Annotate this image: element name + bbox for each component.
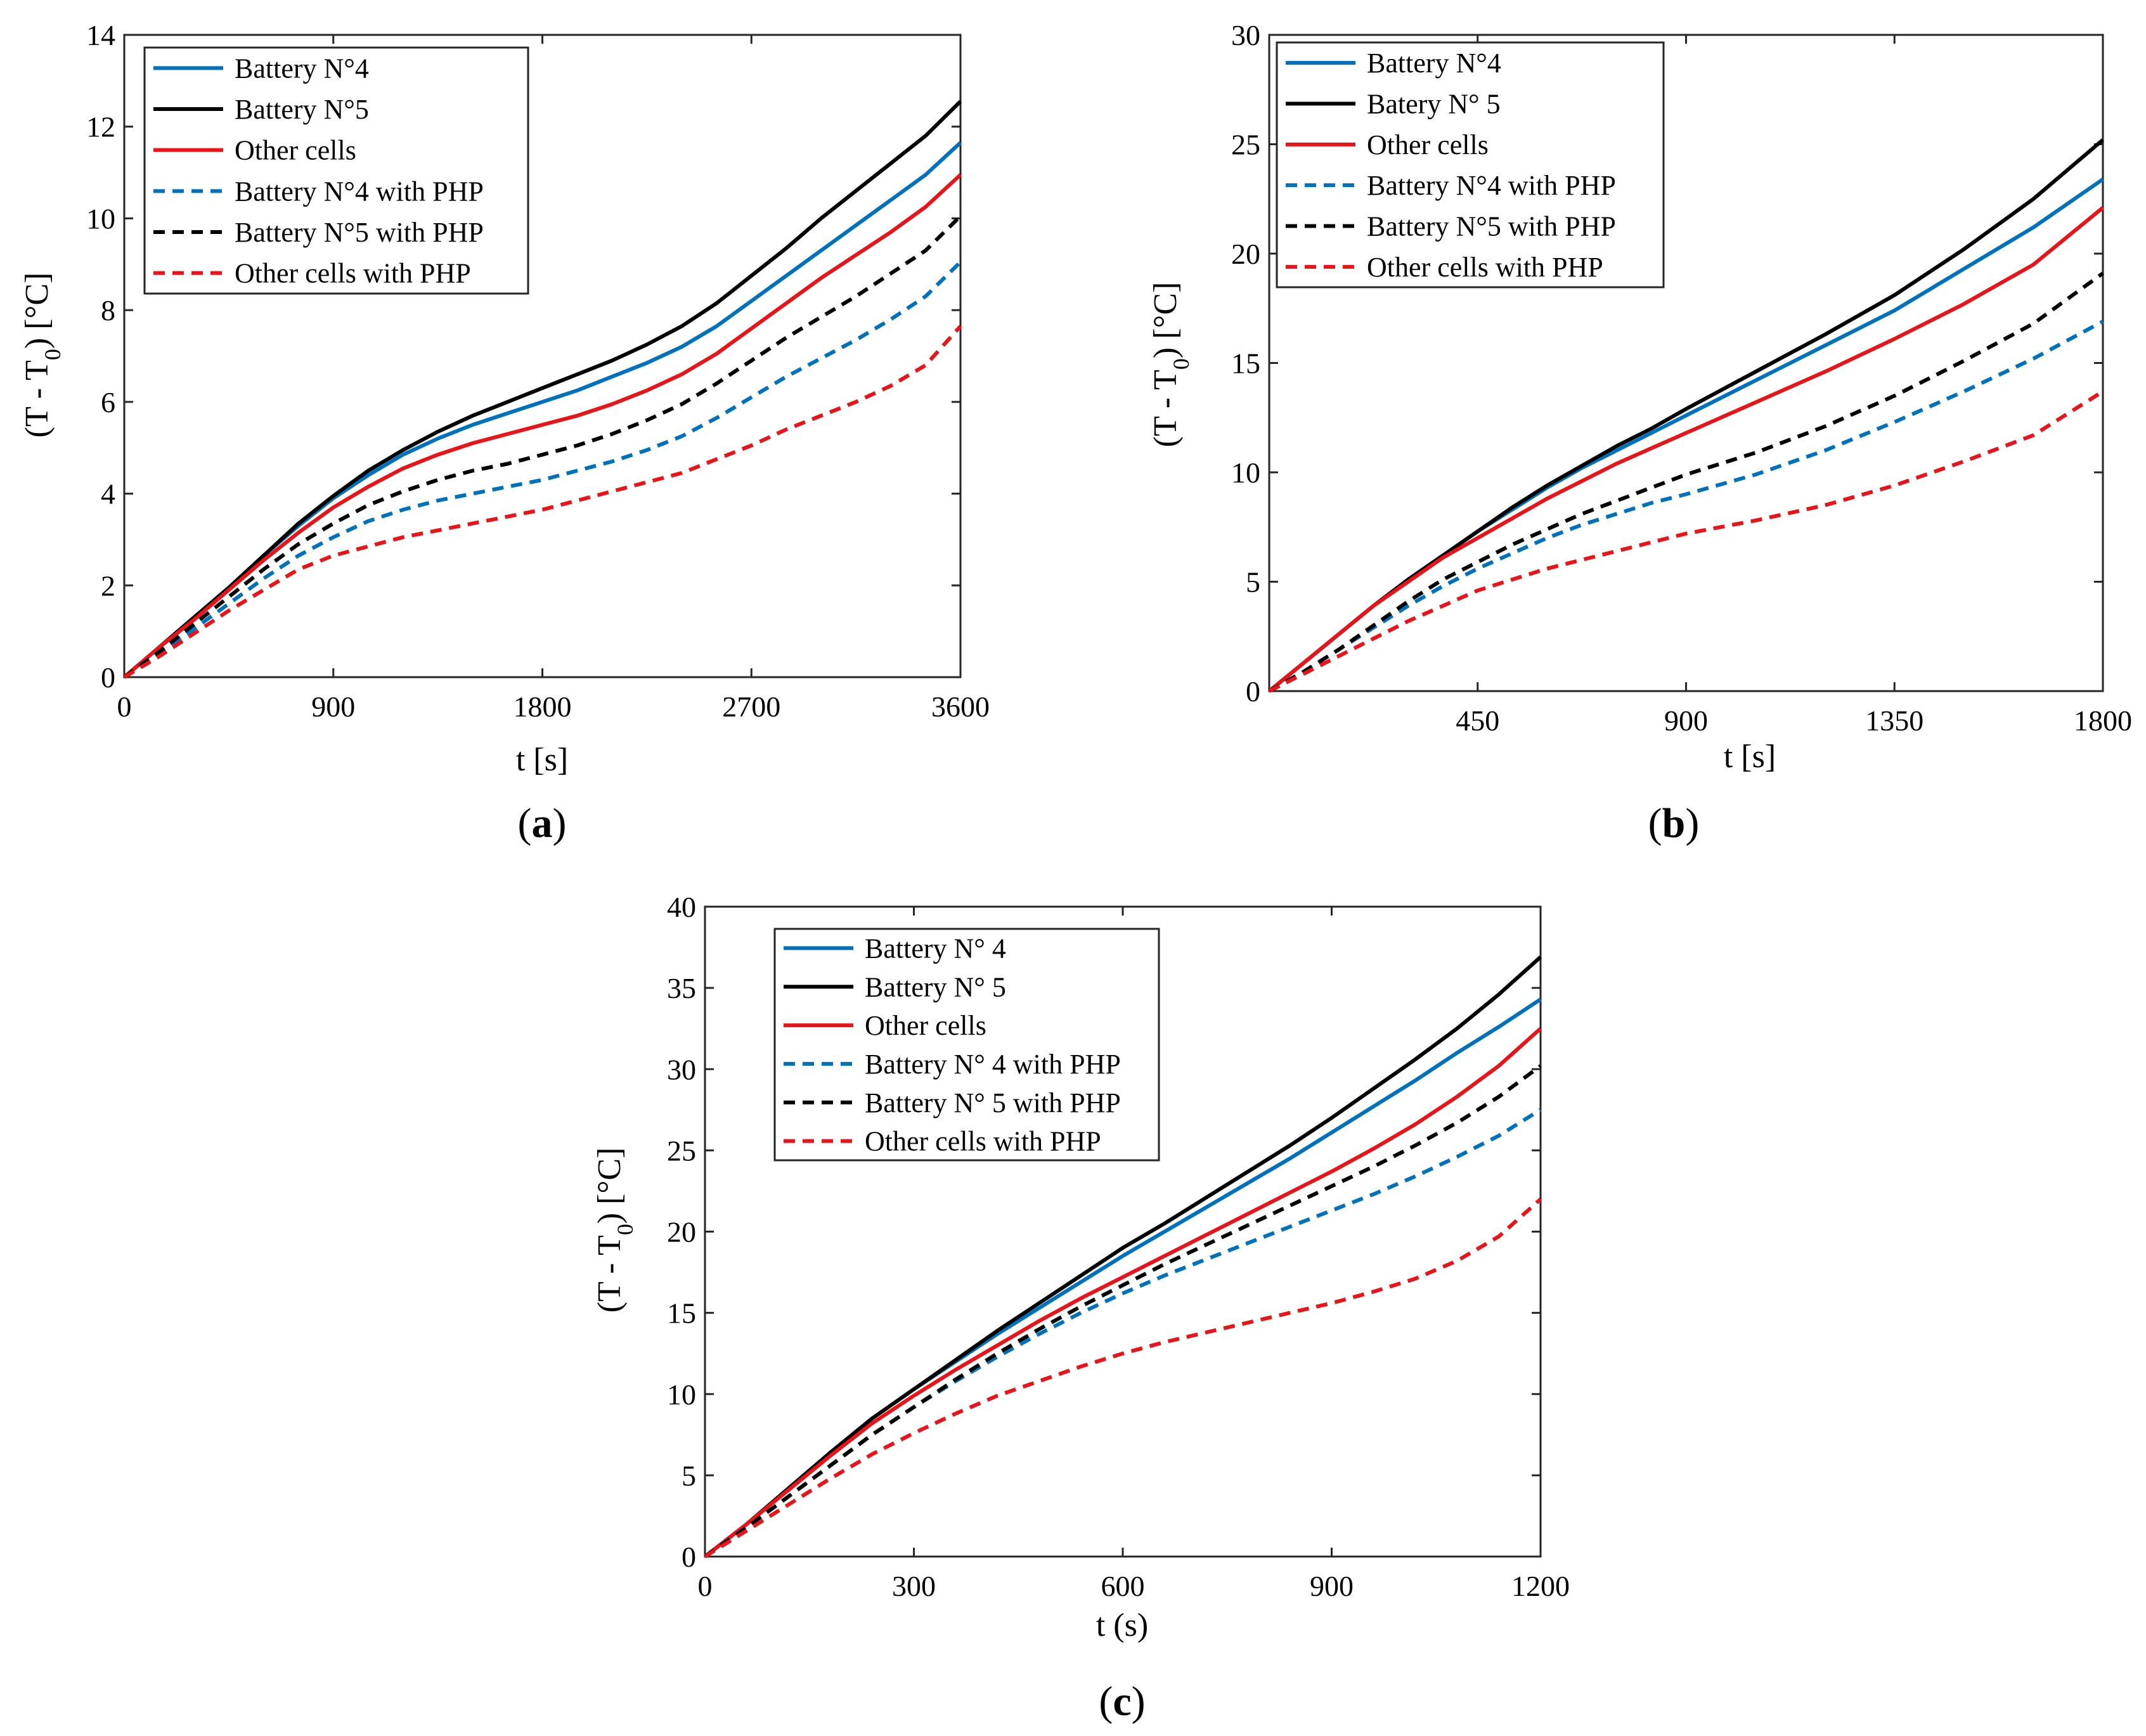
series-line-battery-n-5-with-php — [123, 214, 962, 679]
y-tick-label: 6 — [101, 386, 115, 418]
y-tick-label: 25 — [667, 1134, 696, 1167]
x-tick-label: 3600 — [931, 690, 990, 723]
legend-label: Battery N°4 — [235, 53, 369, 84]
x-tick-label: 450 — [1456, 704, 1499, 737]
x-axis-label: t (s) — [1096, 1607, 1148, 1643]
x-tick-label: 0 — [117, 690, 132, 723]
series-line-other-cells-with-php — [123, 325, 962, 679]
y-tick-label: 20 — [667, 1216, 696, 1248]
series-line-other-cells — [123, 173, 962, 679]
x-tick-label: 0 — [698, 1570, 713, 1602]
y-tick-label: 15 — [667, 1297, 696, 1330]
legend-label: Battery N° 5 — [865, 971, 1006, 1002]
series-line-battery-n-5-with-php — [704, 1064, 1542, 1558]
x-tick-label: 1350 — [1865, 704, 1923, 737]
series-line-other-cells-with-php — [704, 1198, 1542, 1558]
legend-label: Other cells with PHP — [1367, 252, 1603, 283]
y-axis-label: (T - T0) [°C] — [19, 273, 65, 438]
legend-box — [1276, 41, 1665, 288]
y-tick-label: 12 — [86, 111, 115, 143]
x-tick-label: 300 — [892, 1570, 936, 1602]
y-tick-label: 20 — [1231, 238, 1260, 270]
y-tick-label: 35 — [667, 972, 696, 1004]
legend-label: Other cells with PHP — [865, 1126, 1101, 1157]
y-tick-label: 40 — [667, 891, 696, 923]
x-tick-label: 1200 — [1511, 1570, 1570, 1602]
legend-label: Battery N°5 with PHP — [235, 217, 484, 248]
y-tick-label: 15 — [1231, 347, 1260, 380]
series-line-battery-n-5 — [704, 955, 1542, 1558]
y-tick-label: 4 — [101, 478, 115, 510]
series-line-battery-n-5 — [123, 100, 962, 679]
y-tick-label: 10 — [86, 202, 115, 235]
legend-label: Batery N° 5 — [1367, 89, 1501, 120]
y-tick-label: 8 — [101, 294, 115, 327]
legend: Battery N°4 Batery N° 5 Other cells Battery… — [1276, 41, 1665, 288]
legend-label: Battery N° 4 — [865, 933, 1006, 964]
legend: Battery N°4 Battery N°5 Other cells Battery… — [143, 46, 529, 295]
legend-label: Battery N°4 with PHP — [1367, 170, 1616, 201]
panel-caption: (c) — [1099, 1678, 1145, 1725]
series-line-other-cells-with-php — [1268, 389, 2104, 693]
y-tick-label: 30 — [1231, 19, 1260, 51]
y-tick-label: 25 — [1231, 129, 1260, 161]
legend-label: Other cells — [865, 1010, 986, 1041]
y-tick-label: 5 — [1246, 566, 1260, 599]
y-tick-label: 2 — [101, 569, 115, 602]
legend-label: Battery N° 5 with PHP — [865, 1087, 1121, 1118]
series-line-other-cells — [704, 1027, 1542, 1558]
legend-label: Other cells — [1367, 129, 1489, 160]
series-line-other-cells — [1268, 206, 2104, 693]
legend-label: Battery N°4 — [1367, 48, 1501, 79]
y-tick-label: 0 — [682, 1541, 696, 1573]
legend-label: Battery N°4 with PHP — [235, 176, 484, 207]
series-line-battery-n-5-with-php — [1268, 271, 2104, 693]
x-axis-label: t [s] — [516, 742, 568, 778]
legend-label: Battery N° 4 with PHP — [865, 1049, 1121, 1080]
y-tick-label: 10 — [667, 1378, 696, 1411]
legend-label: Other cells with PHP — [235, 258, 471, 289]
panel-caption: (a) — [518, 800, 567, 846]
legend-box — [143, 46, 529, 295]
x-tick-label: 900 — [1664, 704, 1708, 737]
x-tick-label: 1800 — [2074, 704, 2132, 737]
y-axis-label: (T - T0) [°C] — [591, 1148, 638, 1313]
panel-caption: (b) — [1648, 800, 1700, 846]
y-tick-label: 14 — [86, 19, 115, 51]
legend-label: Battery N°5 with PHP — [1367, 211, 1616, 242]
y-tick-label: 0 — [1246, 675, 1260, 708]
y-tick-label: 0 — [101, 661, 115, 694]
legend: Battery N° 4 Battery N° 5 Other cells Batte… — [773, 928, 1160, 1162]
chart-panel-c: 0 300 600 900 1200 0 5 10 15 20 25 30 35 40 Battery N°… — [591, 891, 1570, 1725]
y-axis-label: (T - T0) [°C] — [1147, 282, 1194, 448]
legend-label: Battery N°5 — [235, 94, 369, 125]
x-tick-label: 1800 — [514, 690, 572, 723]
x-tick-label: 2700 — [722, 690, 780, 723]
x-tick-label: 600 — [1101, 1570, 1145, 1602]
legend-label: Other cells — [235, 135, 356, 166]
x-axis-label: t [s] — [1724, 739, 1776, 775]
y-tick-label: 30 — [667, 1053, 696, 1085]
y-tick-label: 5 — [682, 1460, 696, 1492]
y-tick-label: 10 — [1231, 457, 1260, 489]
x-tick-label: 900 — [1310, 1570, 1354, 1602]
legend-box — [773, 928, 1160, 1162]
x-tick-label: 900 — [311, 690, 355, 723]
